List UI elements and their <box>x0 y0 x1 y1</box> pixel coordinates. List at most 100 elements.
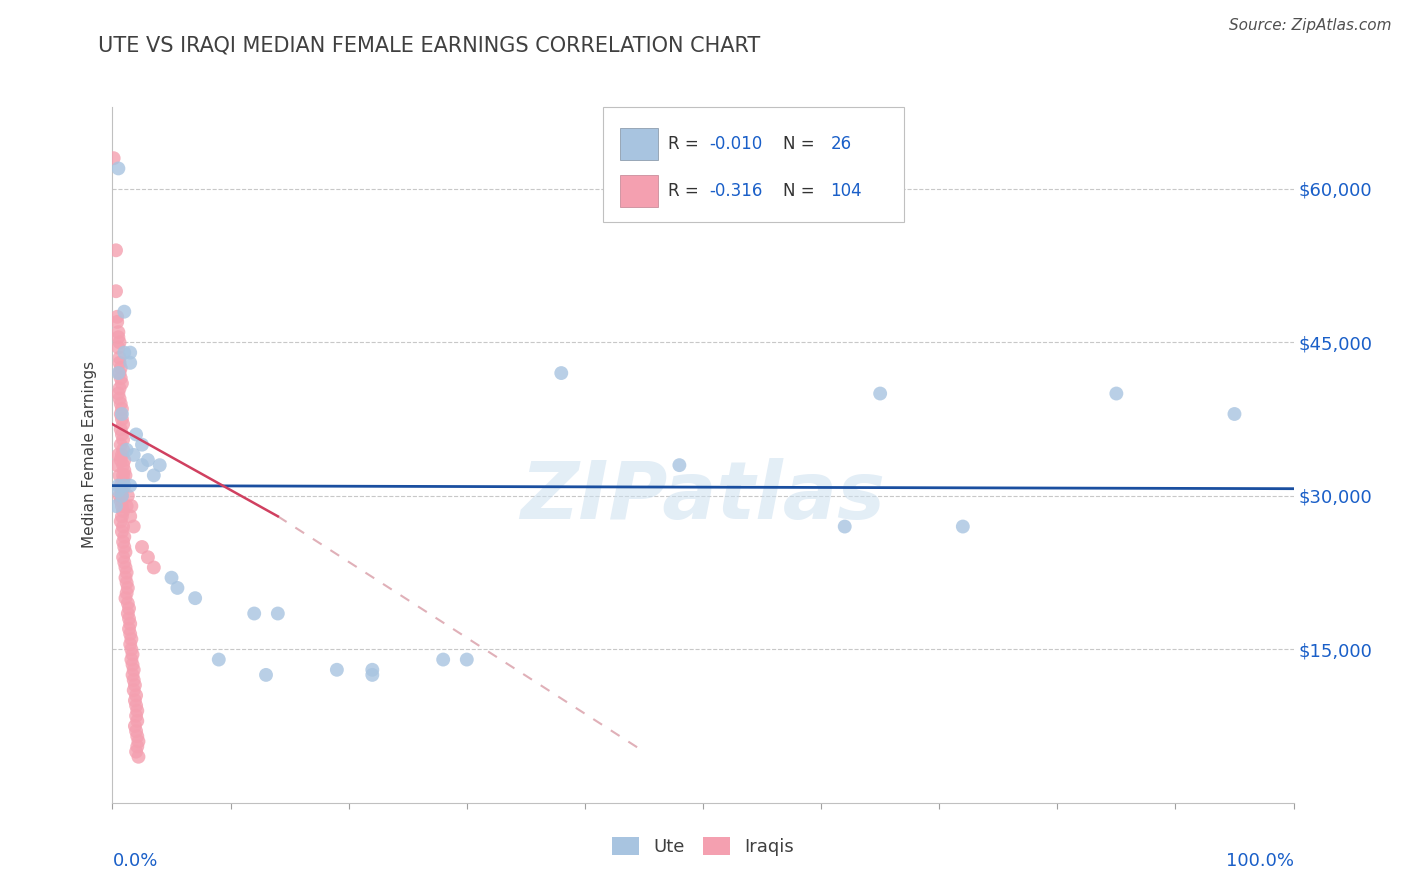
Point <box>115 586 138 600</box>
Point <box>114 468 136 483</box>
Point <box>122 673 145 687</box>
Point <box>125 745 148 759</box>
Point <box>120 642 142 657</box>
Point <box>108 356 131 370</box>
Point <box>107 386 129 401</box>
Point <box>108 351 131 365</box>
Point <box>125 427 148 442</box>
Point <box>125 708 148 723</box>
Point <box>112 504 135 518</box>
Point <box>166 581 188 595</box>
Point <box>112 468 135 483</box>
Point <box>105 458 128 472</box>
Text: -0.010: -0.010 <box>709 135 762 153</box>
Point <box>120 616 142 631</box>
Text: Source: ZipAtlas.com: Source: ZipAtlas.com <box>1229 18 1392 33</box>
Legend: Ute, Iraqis: Ute, Iraqis <box>605 830 801 863</box>
Point <box>114 560 136 574</box>
Point <box>361 663 384 677</box>
Point <box>124 678 146 692</box>
Point <box>112 417 135 432</box>
Point <box>108 392 131 406</box>
Point <box>105 284 128 298</box>
Point <box>124 719 146 733</box>
Point <box>184 591 207 606</box>
FancyBboxPatch shape <box>620 175 658 207</box>
Point <box>1105 386 1128 401</box>
Point <box>115 575 138 590</box>
Point <box>112 540 135 554</box>
Point <box>107 478 129 492</box>
Point <box>122 519 145 533</box>
Point <box>120 632 142 646</box>
Point <box>107 161 129 176</box>
Text: ZIPatlas: ZIPatlas <box>520 458 886 536</box>
Point <box>121 668 143 682</box>
Text: 26: 26 <box>831 135 852 153</box>
Point <box>111 499 134 513</box>
Point <box>111 509 134 524</box>
Point <box>125 689 148 703</box>
Point <box>120 509 142 524</box>
Point <box>127 704 149 718</box>
Point <box>110 422 132 436</box>
Point <box>267 607 290 621</box>
Point <box>115 442 138 457</box>
Point <box>110 453 132 467</box>
Text: 100.0%: 100.0% <box>1226 852 1294 870</box>
Point <box>111 448 134 462</box>
Point <box>111 483 134 498</box>
Point <box>112 304 135 318</box>
Point <box>120 356 142 370</box>
Point <box>110 407 132 421</box>
Point <box>112 474 135 488</box>
Point <box>243 607 266 621</box>
Point <box>118 601 141 615</box>
Point <box>112 555 135 569</box>
Point <box>118 622 141 636</box>
Point <box>326 663 349 677</box>
Point <box>105 244 128 258</box>
Text: 0.0%: 0.0% <box>112 852 157 870</box>
Y-axis label: Median Female Earnings: Median Female Earnings <box>82 361 97 549</box>
Point <box>110 360 132 375</box>
Text: R =: R = <box>668 182 703 200</box>
Text: 104: 104 <box>831 182 862 200</box>
Point <box>456 652 478 666</box>
Point <box>127 714 149 728</box>
Point <box>142 560 165 574</box>
Point <box>127 729 149 743</box>
Point <box>112 534 135 549</box>
Point <box>108 489 131 503</box>
Point <box>110 494 132 508</box>
Point <box>110 478 132 492</box>
Point <box>107 341 129 355</box>
Point <box>108 366 131 380</box>
Point <box>122 448 145 462</box>
Point <box>120 652 142 666</box>
Point <box>108 381 131 395</box>
Point <box>254 668 277 682</box>
Point <box>432 652 454 666</box>
Point <box>160 571 183 585</box>
Point <box>112 345 135 359</box>
Point <box>105 315 128 329</box>
Point <box>111 376 134 391</box>
Point <box>122 663 145 677</box>
Point <box>834 519 856 533</box>
Point <box>112 478 135 492</box>
Point <box>110 515 132 529</box>
Point <box>136 550 159 565</box>
Point <box>112 458 135 472</box>
Point <box>111 489 134 503</box>
Point <box>112 530 135 544</box>
Point <box>361 668 384 682</box>
Point <box>131 540 153 554</box>
Text: N =: N = <box>783 182 820 200</box>
Point <box>127 734 149 748</box>
Point <box>118 612 141 626</box>
Point <box>121 657 143 672</box>
Point <box>115 566 138 580</box>
Point <box>127 739 149 754</box>
Point <box>110 397 132 411</box>
